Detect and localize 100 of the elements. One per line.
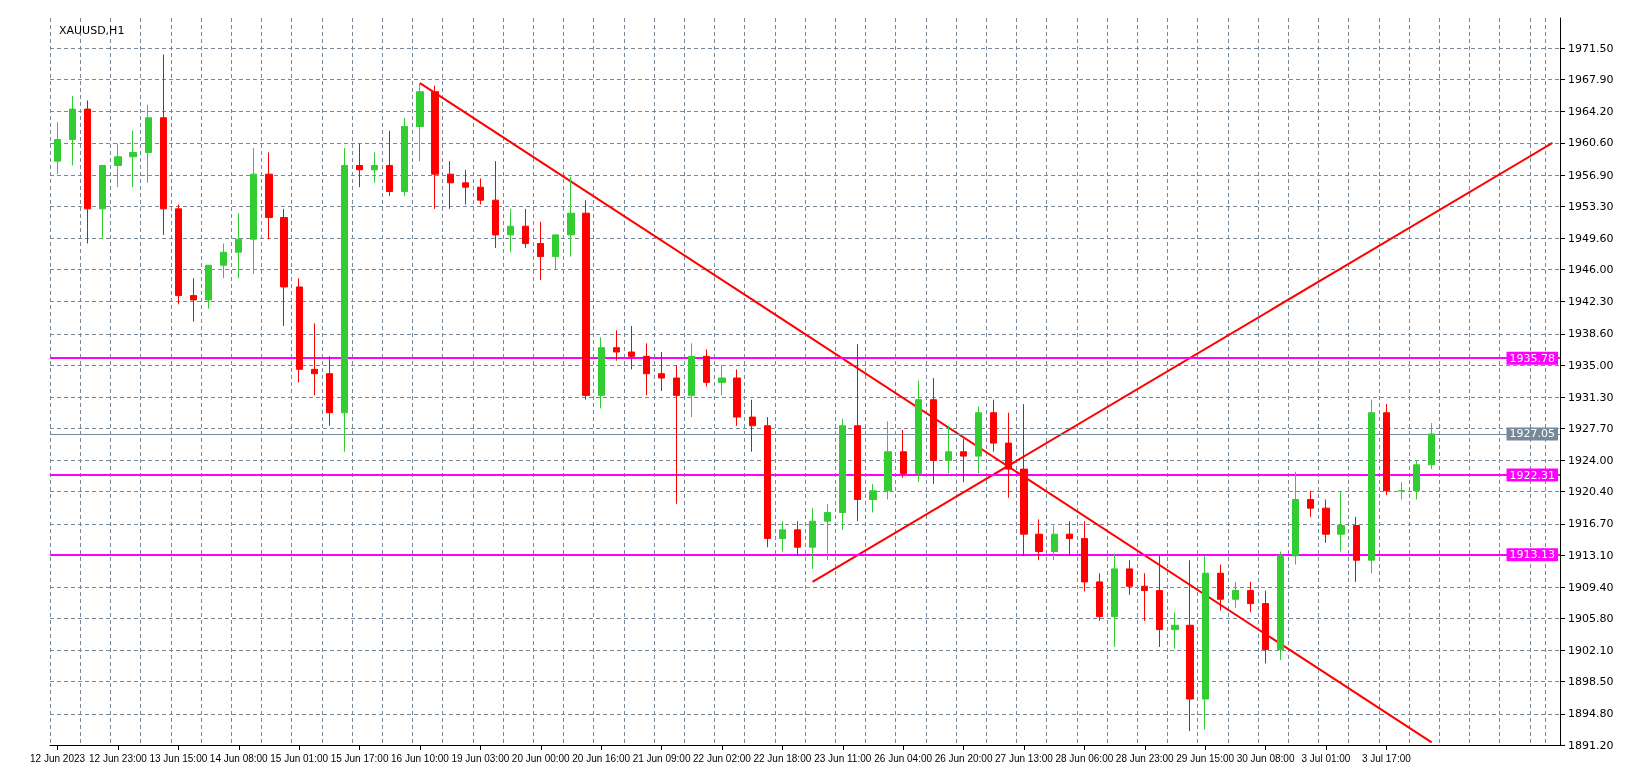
- x-tick-label: 12 Jun 2023: [30, 752, 86, 764]
- candlestick: [522, 208, 529, 249]
- y-tick-label: 1891.20: [1568, 738, 1614, 752]
- candlestick: [567, 176, 575, 258]
- candlestick: [1081, 520, 1088, 592]
- x-tick-label: 20 Jun 16:00: [572, 752, 631, 764]
- candlestick: [975, 406, 982, 474]
- candlestick: [960, 438, 967, 483]
- candlestick: [477, 178, 484, 206]
- candlestick: [703, 348, 710, 388]
- y-tick-label: 1902.10: [1568, 643, 1614, 657]
- x-tick-label: 14 Jun 08:00: [209, 752, 269, 764]
- candlestick: [250, 147, 257, 275]
- x-tick-label: 26 Jun 20:00: [934, 752, 993, 764]
- candlestick: [764, 416, 771, 548]
- candlestick: [235, 212, 242, 279]
- candlestick: [688, 342, 695, 418]
- candlestick: [1126, 559, 1133, 596]
- y-tick-label: 1909.40: [1568, 580, 1614, 594]
- candlestick: [643, 342, 650, 396]
- text: XAUUSD,H1: [59, 24, 125, 37]
- candlestick: [598, 336, 605, 409]
- candlestick: [265, 151, 273, 240]
- x-tick-label: 12 Jun 23:00: [89, 752, 148, 764]
- candlestick: [371, 151, 378, 184]
- ref-line-label: 1922.31: [1509, 468, 1555, 482]
- candlestick: [1307, 490, 1314, 518]
- candlestick: [311, 322, 318, 396]
- x-tick-label: 27 Jun 13:00: [995, 752, 1054, 764]
- candlestick: [1277, 551, 1284, 661]
- x-tick-label: 13 Jun 15:00: [149, 752, 208, 764]
- candlestick: [1322, 498, 1330, 544]
- candlestick: [220, 243, 227, 279]
- candlestick: [1232, 581, 1239, 609]
- candlestick: [1353, 516, 1360, 583]
- ref-line-label: 1935.78: [1509, 351, 1555, 365]
- candlestick: [1217, 564, 1224, 612]
- candlestick: [673, 364, 680, 505]
- candlestick: [869, 483, 877, 513]
- candlestick: [915, 380, 922, 483]
- x-tick-label: 28 Jun 23:00: [1115, 752, 1175, 764]
- x-tick-label: 29 Jun 15:00: [1176, 752, 1235, 764]
- candlestick: [54, 121, 61, 175]
- y-tick-label: 1920.40: [1568, 485, 1614, 499]
- candlestick: [431, 85, 439, 210]
- candlestick: [356, 143, 363, 188]
- candlestick: [945, 425, 952, 474]
- y-tick-label: 1898.50: [1568, 675, 1614, 689]
- candlestick: [1413, 459, 1420, 500]
- candlestick: [114, 143, 122, 188]
- candlestick: [160, 53, 167, 236]
- candlestick: [824, 503, 831, 561]
- candlestick: [809, 507, 816, 570]
- y-tick-label: 1949.60: [1568, 231, 1614, 245]
- candlestick: [1337, 490, 1345, 553]
- candlestick: [416, 82, 424, 162]
- y-tick-label: 1924.00: [1568, 453, 1614, 467]
- candlestick: [537, 221, 544, 281]
- candlestick: [175, 204, 182, 305]
- candlestick: [447, 160, 454, 210]
- candlestick: [1005, 412, 1012, 499]
- candlestick: [1398, 481, 1405, 500]
- candlestick: [1262, 590, 1269, 664]
- y-tick-label: 1946.00: [1568, 263, 1614, 277]
- candlestick: [1141, 572, 1148, 622]
- x-tick-label: 15 Jun 17:00: [330, 752, 389, 764]
- candlestick: [930, 377, 937, 485]
- y-tick-label: 1938.60: [1568, 327, 1614, 341]
- candlestick: [341, 147, 348, 453]
- candlestick: [1247, 581, 1254, 613]
- y-tick-label: 1956.90: [1568, 168, 1614, 182]
- candlestick: [386, 130, 393, 197]
- candlestick: [749, 399, 756, 453]
- candlestick: [129, 130, 137, 188]
- x-tick-label: 22 Jun 18:00: [753, 752, 812, 764]
- candlestick: [552, 234, 559, 271]
- x-tick-label: 28 Jun 06:00: [1055, 752, 1114, 764]
- candlestick: [1186, 559, 1194, 732]
- x-tick-label: 16 Jun 10:00: [391, 752, 450, 764]
- candlestick: [145, 104, 152, 184]
- candlestick: [718, 364, 726, 396]
- candlestick: [733, 368, 741, 427]
- y-tick-label: 1935.00: [1568, 358, 1614, 372]
- candlestick: [99, 164, 106, 240]
- ref-line-label: 1927.05: [1509, 427, 1555, 441]
- candlestick: [658, 351, 665, 392]
- candlestick: [1066, 520, 1073, 557]
- candlestick: [1292, 471, 1299, 566]
- candlestick: [280, 208, 288, 327]
- candlestick: [326, 355, 333, 427]
- candlestick: [205, 264, 212, 310]
- y-tick-label: 1971.50: [1568, 41, 1614, 55]
- y-tick-label: 1905.80: [1568, 611, 1614, 625]
- x-tick-label: 20 Jun 00:00: [511, 752, 571, 764]
- candlestick: [84, 99, 91, 245]
- y-tick-label: 1931.30: [1568, 390, 1614, 404]
- candlestick: [900, 429, 907, 479]
- candlestick: [1020, 403, 1028, 557]
- x-tick-label: 22 Jun 02:00: [693, 752, 752, 764]
- candlestick: [69, 95, 76, 166]
